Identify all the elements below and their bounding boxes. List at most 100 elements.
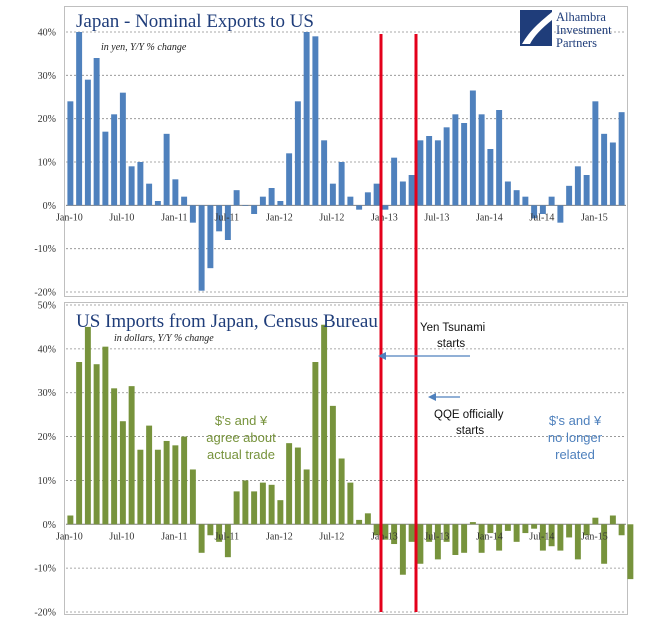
bar <box>566 185 573 206</box>
x-tick-label: Jan-14 <box>476 531 503 542</box>
bar <box>566 524 573 538</box>
bar <box>539 205 546 214</box>
bar <box>408 524 415 542</box>
bar <box>146 425 153 525</box>
annotation-agree-line-1: $'s and ¥ <box>215 413 268 428</box>
annotation-agree-line-2: agree about <box>206 430 276 445</box>
x-tick-label: Jul-13 <box>424 212 449 223</box>
annotation-agree-line-3: actual trade <box>207 447 275 462</box>
y-tick-label: 50% <box>38 301 56 312</box>
bottom-y-tick-labels: -20% -10% 0% 10% 20% 30% 40% 50% <box>34 301 56 619</box>
x-tick-label: Jul-10 <box>109 531 134 542</box>
bar <box>329 405 336 525</box>
bar <box>286 153 293 206</box>
bar <box>198 205 205 291</box>
qqe-arrow-icon <box>428 393 460 401</box>
bar <box>618 524 625 536</box>
y-tick-label: 10% <box>38 476 56 487</box>
y-tick-label: 40% <box>38 28 56 39</box>
bar <box>574 524 581 560</box>
bar <box>356 205 363 210</box>
x-tick-label: Jul-11 <box>215 212 240 223</box>
bar <box>233 190 240 206</box>
top-panel-frame <box>64 6 628 297</box>
x-tick-label: Jul-10 <box>109 212 134 223</box>
bar <box>76 362 83 525</box>
bar <box>76 32 83 206</box>
y-tick-label: 20% <box>38 432 56 443</box>
annotation-unrelated-line-1: $'s and ¥ <box>549 413 602 428</box>
bar <box>426 136 433 206</box>
bar <box>216 524 223 542</box>
bar <box>154 201 161 206</box>
bar <box>583 524 590 536</box>
top-chart-subtitle: in yen, Y/Y % change <box>101 42 187 53</box>
bar <box>84 326 91 525</box>
bar <box>119 92 126 206</box>
bar <box>548 524 555 547</box>
bar <box>469 522 476 525</box>
bar <box>111 114 118 206</box>
bar <box>522 524 529 534</box>
x-tick-label: Jul-11 <box>215 531 240 542</box>
x-tick-label: Jan-15 <box>581 212 608 223</box>
bar <box>329 183 336 206</box>
bar <box>163 440 170 525</box>
y-tick-label: -20% <box>34 288 56 299</box>
bar <box>417 524 424 564</box>
bar <box>426 524 433 542</box>
y-tick-label: 0% <box>43 520 56 531</box>
bottom-panel-frame <box>64 302 628 615</box>
bar <box>67 515 74 525</box>
bar <box>216 205 223 232</box>
bar <box>251 491 258 525</box>
x-tick-label: Jan-10 <box>56 212 83 223</box>
bar <box>364 513 371 525</box>
bar <box>286 443 293 525</box>
bar <box>382 524 389 540</box>
logo-line-1: Alhambra <box>556 10 606 24</box>
bar <box>224 205 231 240</box>
y-tick-label: 0% <box>43 201 56 212</box>
bar <box>189 469 196 525</box>
bar <box>102 131 109 206</box>
bar <box>399 524 406 575</box>
x-tick-label: Jan-11 <box>161 531 187 542</box>
yen-tsunami-label-line-2: starts <box>437 338 465 350</box>
bar <box>347 196 354 206</box>
x-tick-label: Jan-12 <box>266 531 293 542</box>
bar <box>531 205 538 219</box>
top-chart-title: Japan - Nominal Exports to US <box>76 11 314 32</box>
bar <box>417 140 424 206</box>
bar <box>251 205 258 214</box>
bar <box>618 112 625 206</box>
top-y-tick-labels: -20% -10% 0% 10% 20% 30% 40% <box>34 28 56 299</box>
bar <box>137 162 144 206</box>
bar <box>539 524 546 551</box>
bar <box>93 58 100 206</box>
bar <box>452 524 459 555</box>
logo-line-2: Investment <box>556 23 612 37</box>
bar <box>294 447 301 525</box>
bar <box>277 201 284 206</box>
bar <box>504 524 511 531</box>
bar <box>242 480 249 525</box>
bar <box>67 101 74 206</box>
bar <box>224 524 231 558</box>
alhambra-logo: Alhambra Investment Partners <box>520 10 612 50</box>
bar <box>373 524 380 536</box>
x-tick-label: Jul-14 <box>529 212 554 223</box>
x-tick-label: Jan-13 <box>371 531 398 542</box>
bar <box>119 421 126 525</box>
bar <box>513 190 520 206</box>
bar <box>338 162 345 206</box>
bar <box>189 205 196 223</box>
bar <box>268 188 275 206</box>
y-tick-label: 30% <box>38 388 56 399</box>
x-tick-label: Jan-13 <box>371 212 398 223</box>
bar <box>312 36 319 206</box>
bar <box>443 127 450 206</box>
bar <box>233 491 240 525</box>
y-tick-label: 20% <box>38 114 56 125</box>
